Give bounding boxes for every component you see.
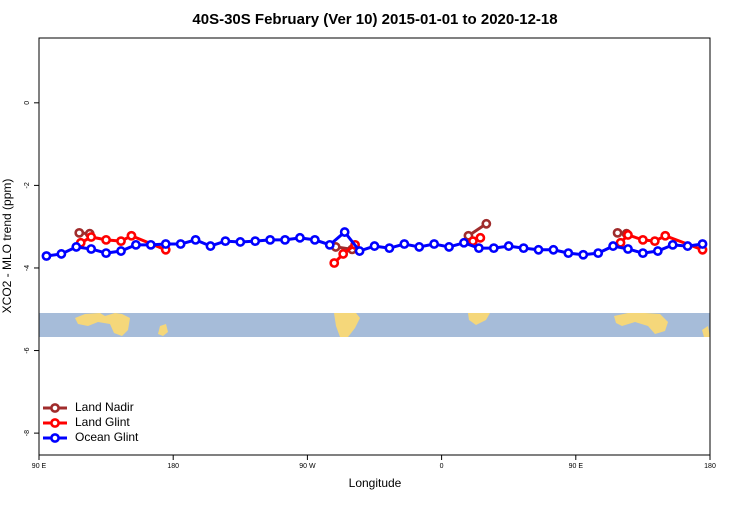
data-point: [160, 239, 171, 249]
y-axis-label: XCO2 - MLO trend (ppm): [0, 179, 14, 314]
data-point: [444, 242, 454, 252]
data-point: [324, 239, 335, 250]
data-point: [86, 244, 97, 254]
y-tick-label: -2: [24, 182, 31, 188]
data-point: [652, 246, 663, 256]
y-tick-label: -4: [24, 265, 31, 271]
legend-marker: [50, 418, 60, 428]
data-point: [414, 242, 425, 252]
data-point: [548, 244, 559, 255]
x-tick-label: 180: [704, 463, 716, 470]
data-point: [593, 248, 604, 259]
data-point: [518, 243, 529, 254]
data-point: [473, 243, 484, 254]
data-point: [459, 237, 469, 248]
x-tick-label: 90 W: [299, 463, 316, 470]
y-tick-label: -8: [24, 430, 31, 436]
x-tick-label: 90 E: [569, 463, 584, 470]
data-point: [354, 246, 365, 256]
data-point: [295, 232, 305, 243]
data-point: [250, 236, 261, 247]
y-tick-label: 0: [24, 101, 31, 105]
data-point: [503, 241, 514, 251]
legend-label: Ocean Glint: [75, 430, 139, 444]
data-point: [309, 234, 320, 245]
legend-marker: [50, 403, 60, 413]
legend-marker: [50, 433, 60, 443]
data-point: [116, 236, 126, 247]
data-point: [339, 227, 350, 237]
data-point: [71, 242, 82, 252]
data-point: [649, 236, 660, 247]
legend-label: Land Glint: [75, 415, 130, 429]
data-point: [220, 236, 231, 247]
data-point: [329, 258, 340, 268]
data-point: [697, 239, 708, 249]
legend-label: Land Nadir: [75, 400, 134, 414]
data-point: [145, 239, 156, 250]
data-point: [481, 218, 492, 229]
data-point: [190, 234, 201, 245]
data-point: [101, 248, 111, 259]
data-point: [578, 249, 589, 260]
data-point: [608, 241, 618, 251]
data-point: [369, 241, 380, 251]
data-point: [74, 227, 85, 238]
data-point: [116, 246, 126, 256]
data-point: [126, 230, 137, 241]
data-point: [338, 249, 349, 259]
data-point: [638, 248, 648, 259]
data-point: [638, 234, 648, 245]
data-point: [101, 234, 111, 245]
data-point: [235, 237, 246, 247]
x-axis-label: Longitude: [349, 476, 402, 490]
data-point: [623, 230, 633, 240]
data-point: [429, 239, 440, 249]
map-strip: [39, 313, 710, 337]
data-point: [660, 230, 671, 241]
data-point: [205, 241, 216, 251]
data-point: [399, 239, 410, 249]
x-tick-label: 90 E: [32, 463, 47, 470]
data-point: [533, 244, 544, 255]
data-point: [667, 239, 678, 250]
data-point: [488, 243, 499, 254]
data-point: [175, 239, 186, 249]
x-tick-label: 0: [440, 463, 444, 470]
data-point: [623, 244, 633, 254]
data-point: [131, 239, 141, 250]
data-point: [86, 232, 97, 242]
plot-frame: [38, 37, 711, 456]
data-point: [615, 237, 626, 248]
data-point: [563, 248, 574, 259]
series-line: [79, 222, 627, 251]
data-point: [56, 249, 67, 259]
data-point: [41, 251, 52, 261]
data-point: [475, 232, 486, 243]
data-point: [682, 241, 693, 251]
data-point: [612, 227, 623, 238]
data-point: [280, 234, 290, 245]
data-point: [265, 234, 276, 245]
x-tick-label: 180: [167, 463, 179, 470]
y-tick-label: -6: [24, 347, 31, 353]
data-point: [384, 243, 395, 254]
chart-title: 40S-30S February (Ver 10) 2015-01-01 to …: [192, 11, 557, 28]
